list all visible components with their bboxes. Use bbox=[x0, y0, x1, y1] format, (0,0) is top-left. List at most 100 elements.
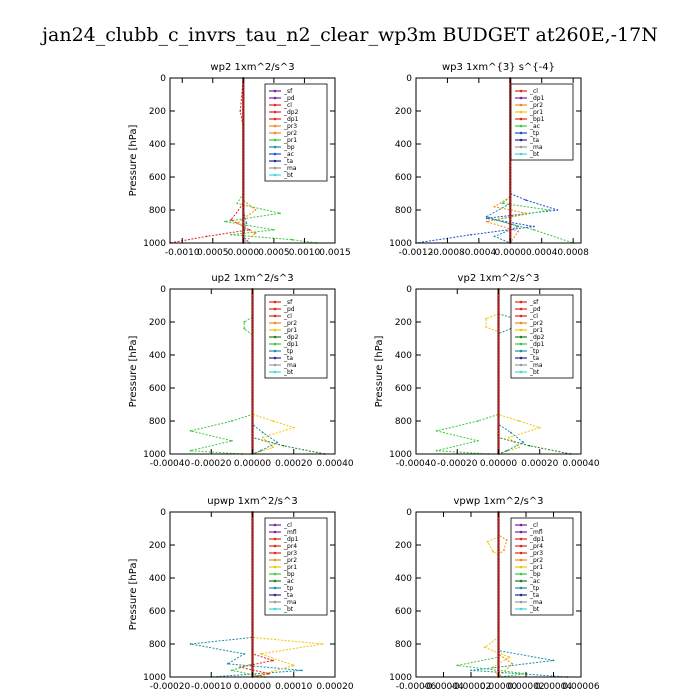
data-point bbox=[261, 436, 264, 439]
legend-marker bbox=[519, 370, 523, 374]
legend-entry: _pr3 bbox=[529, 550, 543, 557]
series-line bbox=[415, 78, 558, 244]
data-point bbox=[279, 212, 281, 215]
data-point bbox=[528, 444, 531, 447]
y-tick-label: 1000 bbox=[143, 673, 166, 683]
legend-marker bbox=[519, 335, 523, 339]
legend-marker bbox=[519, 356, 523, 360]
legend-marker bbox=[519, 314, 523, 318]
legend-marker bbox=[519, 131, 523, 135]
figure-title: jan24_clubb_c_invrs_tau_n2_clear_wp3m BU… bbox=[40, 24, 658, 46]
y-tick-label: 800 bbox=[149, 417, 166, 427]
data-point bbox=[456, 664, 459, 667]
y-tick-label: 600 bbox=[149, 607, 166, 617]
legend-marker bbox=[519, 530, 523, 534]
legend-marker bbox=[273, 159, 277, 163]
data-point bbox=[276, 441, 279, 444]
legend-entry: _dp1 bbox=[529, 536, 545, 543]
panel-2: up2 1xm^2/s^3 0 200 400 600 800 1000-0.00040 -0… bbox=[128, 273, 354, 469]
x-tick-label: 0.0008 bbox=[557, 248, 589, 258]
y-tick-label: 0 bbox=[406, 74, 412, 84]
legend-entry: _pr2 bbox=[283, 320, 297, 327]
legend: _cl_dp1_pr2_pr1_bp1_ac_tp_ta_ma_bt bbox=[510, 83, 574, 161]
legend-entry: _dp1 bbox=[529, 95, 545, 102]
data-point bbox=[493, 235, 496, 238]
legend-entry: _dp2 bbox=[283, 334, 299, 341]
data-point bbox=[259, 653, 262, 655]
legend-entry: _ac bbox=[283, 151, 294, 158]
panel-5: vpwp 1xm^2/s^302004006008001000-0.00006-… bbox=[389, 496, 600, 692]
legend-entry: _bt bbox=[283, 606, 294, 613]
panel-title: vp2 1xm^2/s^3 bbox=[458, 273, 540, 284]
series-line bbox=[229, 512, 265, 678]
x-tick-label: -0.00004 bbox=[423, 682, 464, 692]
y-axis-label: Pressure [hPa] bbox=[128, 125, 139, 197]
y-tick-label: 800 bbox=[395, 417, 412, 427]
legend-entry: _pr1 bbox=[529, 564, 543, 571]
legend-marker bbox=[519, 89, 523, 93]
legend-entry: _bp bbox=[283, 144, 295, 151]
y-tick-label: 800 bbox=[395, 206, 412, 216]
data-point bbox=[254, 232, 257, 235]
y-tick-label: 1000 bbox=[143, 450, 166, 460]
data-point bbox=[511, 662, 514, 665]
y-tick-label: 1000 bbox=[143, 239, 166, 249]
legend-marker bbox=[519, 103, 523, 107]
y-tick-label: 200 bbox=[149, 541, 166, 551]
y-tick-label: 1000 bbox=[389, 450, 412, 460]
y-tick-label: 0 bbox=[406, 285, 412, 295]
legend-entry: _pr4 bbox=[283, 543, 297, 550]
legend-marker bbox=[273, 607, 277, 611]
legend-marker bbox=[519, 579, 523, 583]
data-point bbox=[230, 233, 233, 236]
data-point bbox=[189, 449, 192, 452]
legend-marker bbox=[273, 124, 277, 128]
legend-entry: _mfl bbox=[529, 529, 543, 536]
data-point bbox=[485, 326, 488, 328]
legend-entry: _ta bbox=[529, 137, 539, 144]
data-point bbox=[501, 202, 504, 205]
legend-entry: _tp bbox=[283, 348, 293, 355]
x-tick-label: 0.0015 bbox=[319, 248, 351, 258]
data-point bbox=[493, 205, 496, 208]
legend-entry: _cl bbox=[529, 88, 538, 95]
x-tick-label: 0.00020 bbox=[316, 682, 353, 692]
data-point bbox=[509, 431, 512, 434]
legend-entry: _dp1 bbox=[529, 341, 545, 348]
legend-entry: _bt bbox=[283, 369, 294, 376]
data-point bbox=[435, 430, 438, 432]
data-point bbox=[435, 449, 438, 452]
legend-entry: _ac bbox=[529, 123, 540, 130]
data-point bbox=[230, 669, 233, 672]
y-tick-label: 1000 bbox=[389, 239, 412, 249]
x-tick-label: 0.00004 bbox=[535, 682, 572, 692]
data-point bbox=[230, 420, 233, 422]
legend-entry: _pr2 bbox=[529, 102, 543, 109]
series-line bbox=[485, 78, 520, 244]
legend-entry: _pr1 bbox=[283, 327, 297, 334]
legend-marker bbox=[273, 558, 277, 562]
x-tick-label: -0.0008 bbox=[430, 248, 465, 258]
legend-marker bbox=[273, 96, 277, 100]
data-point bbox=[236, 202, 239, 205]
legend-marker bbox=[519, 138, 523, 142]
data-point bbox=[243, 327, 246, 330]
x-tick-label: 0.0000 bbox=[495, 248, 527, 258]
legend-entry: _pr1 bbox=[529, 327, 543, 334]
legend-entry: _ma bbox=[283, 599, 297, 606]
legend-entry: _ac bbox=[283, 578, 294, 585]
x-tick-label: 0.00040 bbox=[316, 459, 353, 469]
legend-marker bbox=[273, 363, 277, 367]
legend-marker bbox=[273, 579, 277, 583]
legend-marker bbox=[273, 600, 277, 604]
legend-marker bbox=[519, 117, 523, 121]
data-point bbox=[243, 653, 246, 655]
legend-entry: _ta bbox=[283, 158, 293, 165]
x-tick-label: -0.00040 bbox=[150, 459, 191, 469]
x-tick-label: 0.00040 bbox=[562, 459, 599, 469]
y-tick-label: 400 bbox=[149, 574, 166, 584]
series-line bbox=[169, 77, 251, 244]
data-point bbox=[268, 672, 270, 675]
legend: _sf_pd_cl_pr2_pr1_dp2_dp1_tp_ta_ma_bt bbox=[510, 294, 574, 379]
legend-entry: _pr3 bbox=[283, 123, 297, 130]
